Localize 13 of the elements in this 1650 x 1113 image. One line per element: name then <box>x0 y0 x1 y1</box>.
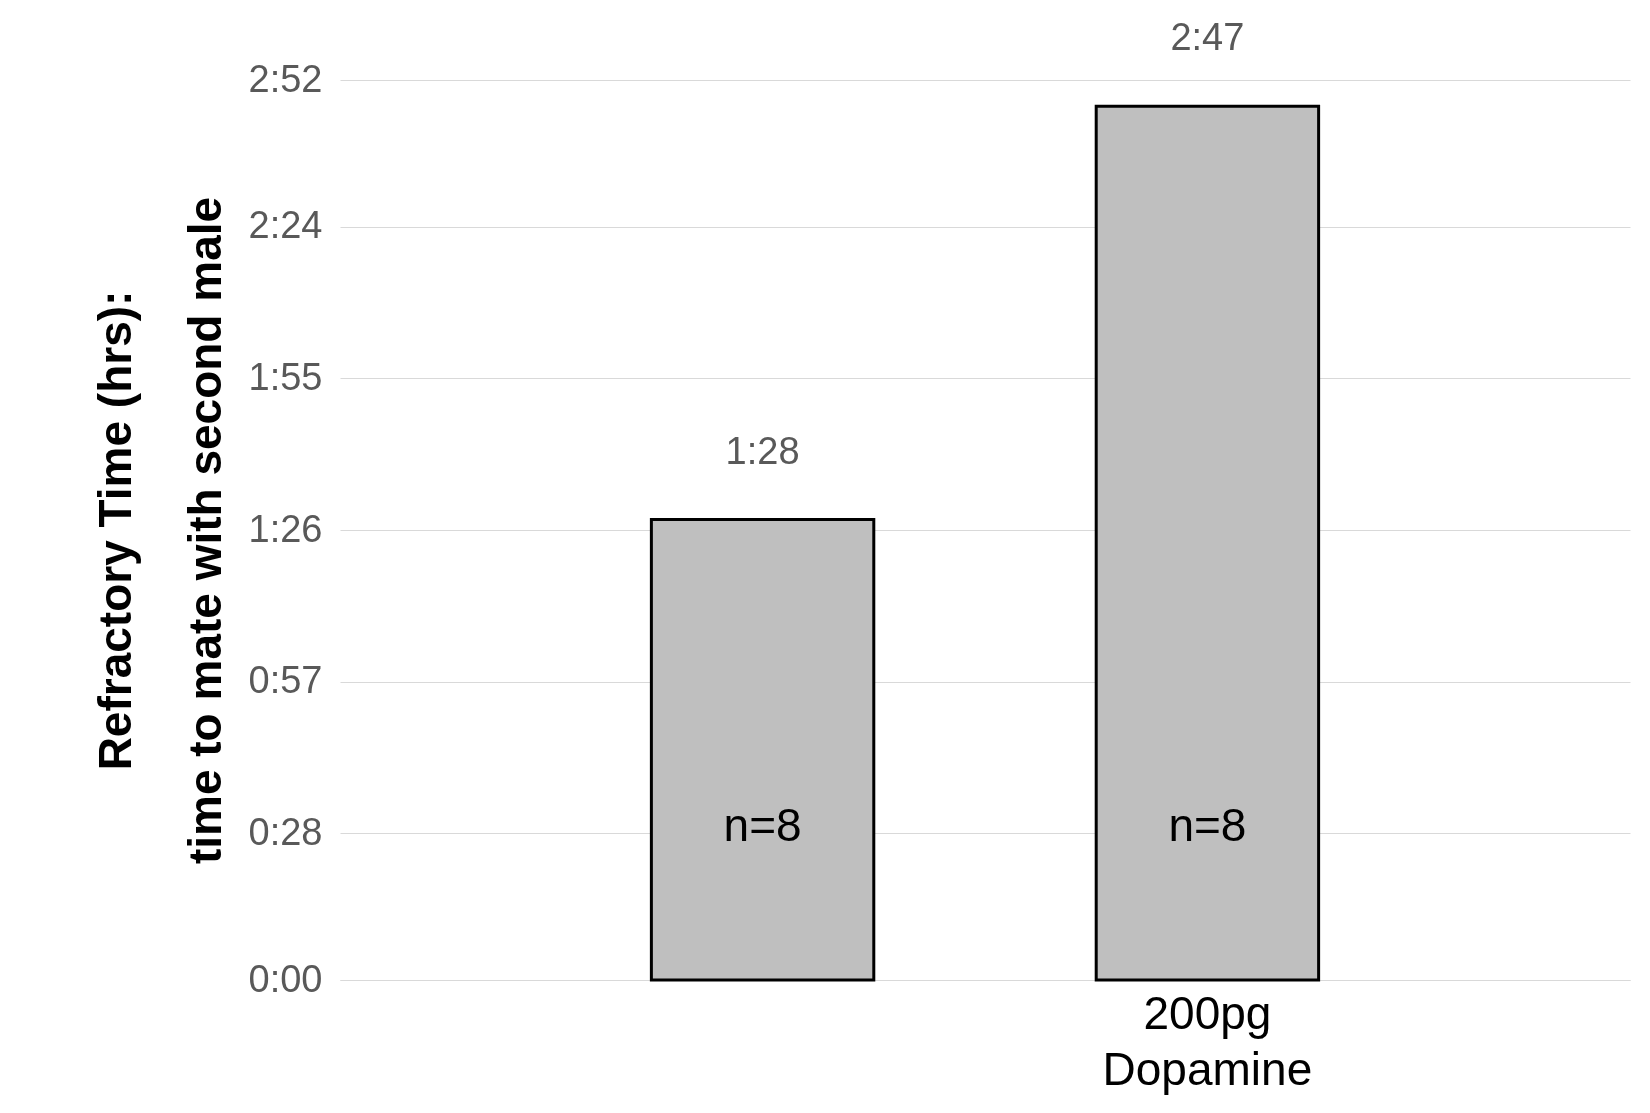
annotation: n=8 <box>1168 799 1247 851</box>
data-label: 2:47 <box>1170 16 1245 59</box>
y-tick-label: 1:55 <box>248 355 323 398</box>
y-tick-label: 2:52 <box>248 57 323 100</box>
y-tick-label: 2:24 <box>248 204 323 247</box>
x-tick-label: 200pg Dopamine <box>1102 986 1313 1095</box>
data-label: 1:28 <box>725 429 800 472</box>
y-axis-title: Refractory Time (hrs): time to mate with second male <box>88 196 231 865</box>
y-tick-label: 0:28 <box>248 810 323 853</box>
y-tick-label: 1:26 <box>248 507 323 550</box>
annotation: n=8 <box>723 799 802 851</box>
y-tick-label: 0:00 <box>248 957 323 1000</box>
y-tick-label: 0:57 <box>248 659 323 702</box>
